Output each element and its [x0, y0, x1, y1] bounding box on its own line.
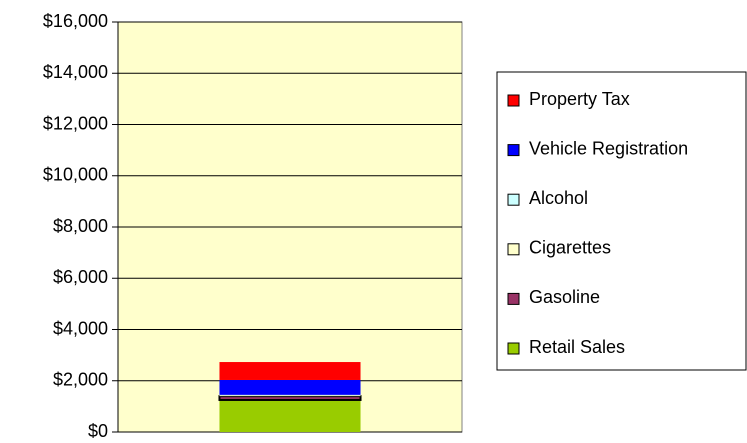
- bar-segment: [219, 394, 361, 396]
- legend-swatch: [507, 342, 520, 355]
- bar-segment: [219, 395, 361, 397]
- y-tick-label: $8,000: [53, 216, 108, 236]
- y-tick-label: $16,000: [43, 11, 108, 31]
- bar-segment: [219, 362, 361, 380]
- legend-label: Alcohol: [529, 188, 588, 208]
- legend-swatch: [507, 193, 520, 206]
- legend-label: Gasoline: [529, 287, 600, 307]
- legend-swatch: [507, 243, 520, 256]
- y-tick-label: $14,000: [43, 62, 108, 82]
- y-tick-label: $2,000: [53, 370, 108, 390]
- legend-swatch: [507, 292, 520, 305]
- bar-segment: [218, 395, 362, 401]
- y-tick-label: $10,000: [43, 165, 108, 185]
- legend-label: Cigarettes: [529, 238, 611, 258]
- y-tick-label: $12,000: [43, 113, 108, 133]
- y-tick-label: $4,000: [53, 318, 108, 338]
- legend-swatch: [507, 94, 520, 107]
- legend-label: Vehicle Registration: [529, 138, 688, 158]
- y-tick-label: $6,000: [53, 267, 108, 287]
- legend-swatch: [507, 144, 520, 157]
- legend-box: [496, 71, 747, 371]
- legend-label: Property Tax: [529, 89, 630, 109]
- y-tick-label: $0: [88, 421, 108, 441]
- bar-segment: [219, 399, 361, 432]
- bar-segment: [219, 379, 361, 395]
- legend-label: Retail Sales: [529, 337, 625, 357]
